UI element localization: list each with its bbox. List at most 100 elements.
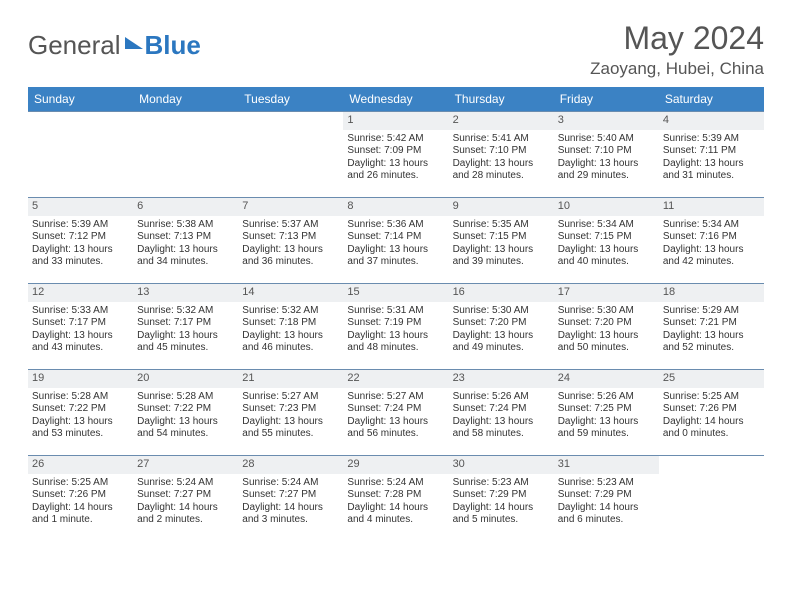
- calendar-day-cell: 22Sunrise: 5:27 AMSunset: 7:24 PMDayligh…: [343, 370, 448, 456]
- sunrise-line: Sunrise: 5:25 AM: [663, 391, 760, 404]
- calendar-day-cell: 31Sunrise: 5:23 AMSunset: 7:29 PMDayligh…: [554, 456, 659, 542]
- calendar-empty-cell: [133, 112, 238, 198]
- daylight-line: Daylight: 13 hours and 55 minutes.: [242, 416, 339, 441]
- sunset-line: Sunset: 7:29 PM: [558, 489, 655, 502]
- calendar-day-cell: 24Sunrise: 5:26 AMSunset: 7:25 PMDayligh…: [554, 370, 659, 456]
- day-number: 8: [343, 198, 448, 216]
- location-text: Zaoyang, Hubei, China: [590, 59, 764, 79]
- sunset-line: Sunset: 7:13 PM: [137, 231, 234, 244]
- calendar-day-cell: 11Sunrise: 5:34 AMSunset: 7:16 PMDayligh…: [659, 198, 764, 284]
- sunset-line: Sunset: 7:29 PM: [453, 489, 550, 502]
- sunset-line: Sunset: 7:12 PM: [32, 231, 129, 244]
- day-number: 4: [659, 112, 764, 130]
- day-number: 17: [554, 284, 659, 302]
- calendar-day-cell: 16Sunrise: 5:30 AMSunset: 7:20 PMDayligh…: [449, 284, 554, 370]
- daylight-line: Daylight: 13 hours and 40 minutes.: [558, 244, 655, 269]
- daylight-line: Daylight: 13 hours and 49 minutes.: [453, 330, 550, 355]
- calendar-week-row: 26Sunrise: 5:25 AMSunset: 7:26 PMDayligh…: [28, 456, 764, 542]
- daylight-line: Daylight: 13 hours and 28 minutes.: [453, 158, 550, 183]
- day-number: 28: [238, 456, 343, 474]
- sunrise-line: Sunrise: 5:29 AM: [663, 305, 760, 318]
- daylight-line: Daylight: 13 hours and 59 minutes.: [558, 416, 655, 441]
- sunrise-line: Sunrise: 5:24 AM: [347, 477, 444, 490]
- daylight-line: Daylight: 13 hours and 53 minutes.: [32, 416, 129, 441]
- calendar-day-cell: 14Sunrise: 5:32 AMSunset: 7:18 PMDayligh…: [238, 284, 343, 370]
- header-row: General Blue May 2024 Zaoyang, Hubei, Ch…: [28, 20, 764, 79]
- day-number: 27: [133, 456, 238, 474]
- day-number: 18: [659, 284, 764, 302]
- day-number: 20: [133, 370, 238, 388]
- day-number: 9: [449, 198, 554, 216]
- daylight-line: Daylight: 13 hours and 46 minutes.: [242, 330, 339, 355]
- sunrise-line: Sunrise: 5:25 AM: [32, 477, 129, 490]
- sunrise-line: Sunrise: 5:38 AM: [137, 219, 234, 232]
- sunset-line: Sunset: 7:13 PM: [242, 231, 339, 244]
- daylight-line: Daylight: 14 hours and 2 minutes.: [137, 502, 234, 527]
- calendar-day-cell: 7Sunrise: 5:37 AMSunset: 7:13 PMDaylight…: [238, 198, 343, 284]
- sunset-line: Sunset: 7:19 PM: [347, 317, 444, 330]
- day-number: 3: [554, 112, 659, 130]
- daylight-line: Daylight: 14 hours and 5 minutes.: [453, 502, 550, 527]
- calendar-day-cell: 30 Sunrise: 5:23 AMSunset: 7:29 PMDayligh…: [449, 456, 554, 542]
- sunset-line: Sunset: 7:10 PM: [558, 145, 655, 158]
- daylight-line: Daylight: 13 hours and 29 minutes.: [558, 158, 655, 183]
- sunrise-line: Sunrise: 5:26 AM: [453, 391, 550, 404]
- logo-triangle-icon: [125, 37, 143, 49]
- daylight-line: Daylight: 13 hours and 37 minutes.: [347, 244, 444, 269]
- daylight-line: Daylight: 14 hours and 0 minutes.: [663, 416, 760, 441]
- calendar-day-cell: 2Sunrise: 5:41 AMSunset: 7:10 PMDaylight…: [449, 112, 554, 198]
- sunrise-line: Sunrise: 5:33 AM: [32, 305, 129, 318]
- sunrise-line: Sunrise: 5:30 AM: [453, 305, 550, 318]
- daylight-line: Daylight: 14 hours and 1 minute.: [32, 502, 129, 527]
- sunset-line: Sunset: 7:20 PM: [453, 317, 550, 330]
- sunset-line: Sunset: 7:27 PM: [242, 489, 339, 502]
- daylight-line: Daylight: 13 hours and 52 minutes.: [663, 330, 760, 355]
- calendar-body: 1Sunrise: 5:42 AMSunset: 7:09 PMDaylight…: [28, 112, 764, 542]
- sunset-line: Sunset: 7:15 PM: [453, 231, 550, 244]
- sunset-line: Sunset: 7:17 PM: [137, 317, 234, 330]
- sunrise-line: Sunrise: 5:37 AM: [242, 219, 339, 232]
- calendar-day-cell: 26Sunrise: 5:25 AMSunset: 7:26 PMDayligh…: [28, 456, 133, 542]
- day-number: 21: [238, 370, 343, 388]
- day-number: 11: [659, 198, 764, 216]
- calendar-day-cell: 27Sunrise: 5:24 AMSunset: 7:27 PMDayligh…: [133, 456, 238, 542]
- sunset-line: Sunset: 7:25 PM: [558, 403, 655, 416]
- day-number: 7: [238, 198, 343, 216]
- calendar-day-cell: 4Sunrise: 5:39 AMSunset: 7:11 PMDaylight…: [659, 112, 764, 198]
- day-number: 6: [133, 198, 238, 216]
- calendar-empty-cell: [659, 456, 764, 542]
- sunset-line: Sunset: 7:10 PM: [453, 145, 550, 158]
- sunrise-line: Sunrise: 5:41 AM: [453, 133, 550, 146]
- daylight-line: Daylight: 13 hours and 56 minutes.: [347, 416, 444, 441]
- daylight-line: Daylight: 13 hours and 45 minutes.: [137, 330, 234, 355]
- sunrise-line: Sunrise: 5:28 AM: [137, 391, 234, 404]
- weekday-header: Monday: [133, 87, 238, 112]
- daylight-line: Daylight: 13 hours and 42 minutes.: [663, 244, 760, 269]
- weekday-header: Sunday: [28, 87, 133, 112]
- daylight-line: Daylight: 14 hours and 3 minutes.: [242, 502, 339, 527]
- calendar-day-cell: 18Sunrise: 5:29 AMSunset: 7:21 PMDayligh…: [659, 284, 764, 370]
- sunset-line: Sunset: 7:16 PM: [663, 231, 760, 244]
- calendar-day-cell: 28Sunrise: 5:24 AMSunset: 7:27 PMDayligh…: [238, 456, 343, 542]
- day-number: 23: [449, 370, 554, 388]
- sunrise-line: Sunrise: 5:23 AM: [453, 477, 550, 490]
- weekday-header: Wednesday: [343, 87, 448, 112]
- daylight-line: Daylight: 13 hours and 43 minutes.: [32, 330, 129, 355]
- calendar-week-row: 19Sunrise: 5:28 AMSunset: 7:22 PMDayligh…: [28, 370, 764, 456]
- calendar-day-cell: 12Sunrise: 5:33 AMSunset: 7:17 PMDayligh…: [28, 284, 133, 370]
- calendar-empty-cell: [28, 112, 133, 198]
- sunset-line: Sunset: 7:26 PM: [32, 489, 129, 502]
- sunrise-line: Sunrise: 5:32 AM: [242, 305, 339, 318]
- sunset-line: Sunset: 7:15 PM: [558, 231, 655, 244]
- calendar-day-cell: 21Sunrise: 5:27 AMSunset: 7:23 PMDayligh…: [238, 370, 343, 456]
- daylight-line: Daylight: 13 hours and 48 minutes.: [347, 330, 444, 355]
- day-number: 30: [449, 456, 554, 474]
- daylight-line: Daylight: 13 hours and 54 minutes.: [137, 416, 234, 441]
- sunrise-line: Sunrise: 5:32 AM: [137, 305, 234, 318]
- calendar-day-cell: 29Sunrise: 5:24 AMSunset: 7:28 PMDayligh…: [343, 456, 448, 542]
- day-number: 5: [28, 198, 133, 216]
- calendar-day-cell: 19Sunrise: 5:28 AMSunset: 7:22 PMDayligh…: [28, 370, 133, 456]
- calendar-day-cell: 15Sunrise: 5:31 AMSunset: 7:19 PMDayligh…: [343, 284, 448, 370]
- weekday-header: Saturday: [659, 87, 764, 112]
- calendar-day-cell: 5Sunrise: 5:39 AMSunset: 7:12 PMDaylight…: [28, 198, 133, 284]
